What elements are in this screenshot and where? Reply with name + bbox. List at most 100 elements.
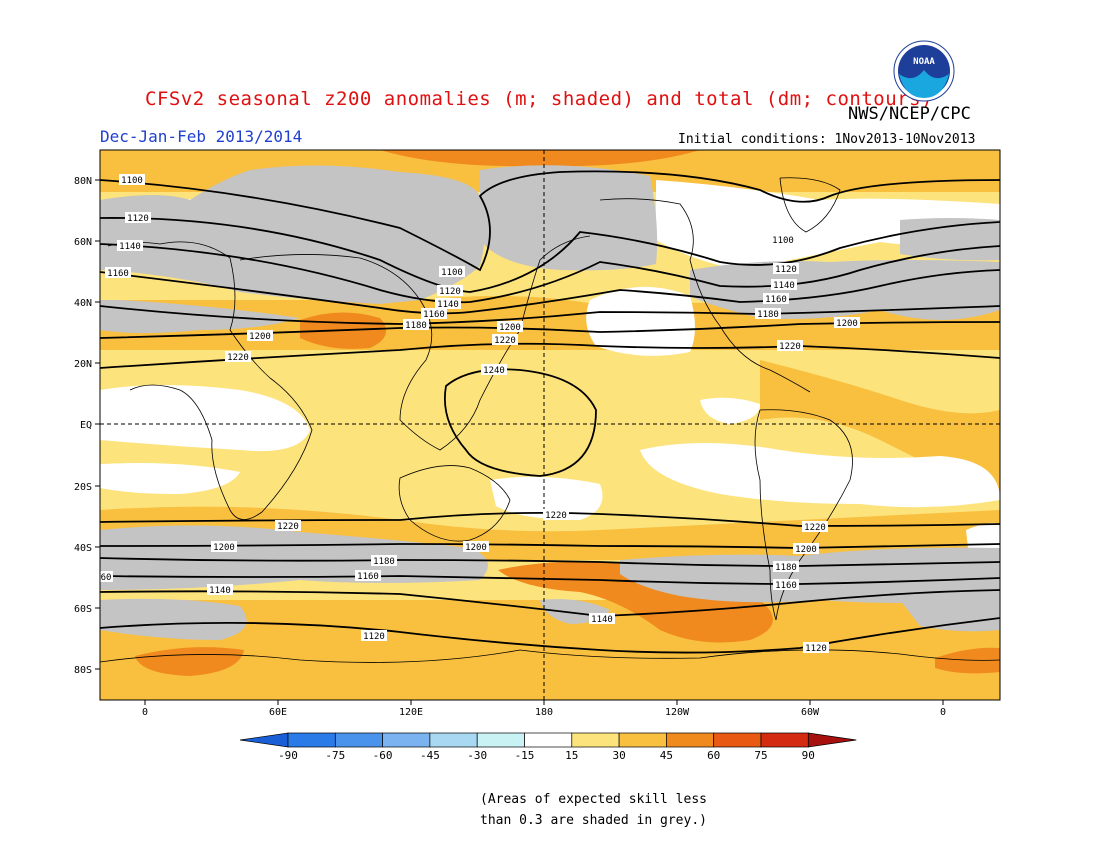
contour-label-bg [361,630,387,641]
contour-label-bg [463,541,489,552]
contour-label-bg [773,561,799,572]
lon-label: 0 [940,707,946,718]
coast-asia [239,235,591,451]
colorbar-swatch [429,732,478,748]
contour-label: 1220 [779,342,801,352]
contour-label-bg [543,509,569,520]
contour-label-bg [125,212,151,223]
contour-label-bg [437,285,463,296]
anomaly-antarctic-max-west [935,647,1000,674]
contour-label-bg [435,298,461,309]
lat-label: 80S [74,665,92,676]
contour-label-bg [773,263,799,274]
low-skill-europe [900,218,1000,261]
contour-label: 1220 [545,511,567,521]
coast-greenland [779,177,841,233]
contour-label: 1220 [494,336,516,346]
contour-label: 1100 [772,236,794,246]
coast-antarctica [100,649,1000,663]
colorbar-swatch [287,732,336,748]
agency-label: NWS/NCEP/CPC [848,104,971,124]
contour-1140-north [100,243,1000,304]
anomaly-neutral-south-indian [100,463,240,494]
contour-label-bg [481,364,507,375]
contour-label-bg [99,571,113,582]
contour-label: 1160 [107,269,129,279]
lat-label: 20N [74,359,92,370]
contour-1120-north [100,217,1000,293]
contour-label-bg [497,321,523,332]
lon-label: 0 [142,707,148,718]
contour-label: 1140 [437,300,459,310]
contour-label-bg [492,334,518,345]
colorbar-swatch [760,732,809,748]
contour-label: 1160 [423,310,445,320]
lat-label: EQ [80,420,92,431]
contour-1220-north [100,342,1000,369]
colorbar-swatch [334,732,383,748]
contour-label: 1180 [775,563,797,573]
contour-label: 1140 [591,615,613,625]
contour-label-bg [403,319,429,330]
skill-note-line1: (Areas of expected skill less [480,792,707,807]
colorbar-tick-label: -60 [373,749,393,762]
colorbar-tick-label: 75 [754,749,767,762]
contour-label: 1220 [227,353,249,363]
contour-label-bg [207,584,233,595]
contour-label: 1140 [773,281,795,291]
contour-label-bg [225,351,251,362]
contour-label: 1240 [483,366,505,376]
low-skill-southern-ocean-west [100,525,488,590]
colorbar: -90 -75 -60 -45 -30 -15 15 30 45 60 75 90 [239,732,857,762]
contour-label: 1140 [209,586,231,596]
noaa-logo-text: NOAA [913,57,935,67]
low-skill-north-pacific [480,165,658,271]
contour-label: 1160 [765,295,787,305]
lat-label: 80N [74,176,92,187]
lat-label: 60S [74,604,92,615]
coast-africa-europe [107,241,313,520]
low-skill-antarctic-east [900,595,1000,632]
contour-1180-north [100,305,1000,325]
contour-1160-south [100,575,1000,585]
contour-label-bg [755,308,781,319]
colorbar-swatch [571,732,620,748]
contour-label: 1180 [405,321,427,331]
contour-1180-south [100,557,1000,567]
colorbar-tick-label: 60 [707,749,720,762]
low-skill-atlantic-subtropics [100,300,300,333]
shaded-anomalies [100,150,1000,700]
contour-label: 1120 [127,214,149,224]
colorbar-tick-label: 30 [612,749,625,762]
contour-label: 1200 [836,319,858,329]
colorbar-tick-label: 45 [660,749,673,762]
map-frame [99,149,1001,701]
anomaly-arctic-max [380,150,700,167]
contour-label: 1160 [775,581,797,591]
contour-label: 1200 [465,543,487,553]
contour-label: 1220 [277,522,299,532]
colorbar-tick-label: -45 [420,749,440,762]
lon-label: 180 [535,707,553,718]
contour-label-bg [763,293,789,304]
lat-label: 40S [74,543,92,554]
skill-note-line2: than 0.3 are shaded in grey.) [480,813,707,828]
contour-label-bg [211,541,237,552]
contour-label-bg [105,267,131,278]
contour-1200-south [100,543,1000,549]
colorbar-arrow-right [807,732,857,748]
anomaly-neutral-south-atlantic [640,443,1000,508]
initial-conditions: Initial conditions: 1Nov2013-10Nov2013 [678,132,976,147]
contour-1120-south [100,617,1000,654]
anomaly-neutral-africa-east [100,385,310,452]
coastlines [100,177,1000,663]
contour-label: 1200 [249,332,271,342]
lat-label: 20S [74,482,92,493]
contour-label-bg [247,330,273,341]
contour-label-bg [421,308,447,319]
contour-label-bg [770,234,796,245]
contour-label-bg [371,555,397,566]
low-skill-eurasia [100,165,485,304]
lon-label: 120W [665,707,690,718]
